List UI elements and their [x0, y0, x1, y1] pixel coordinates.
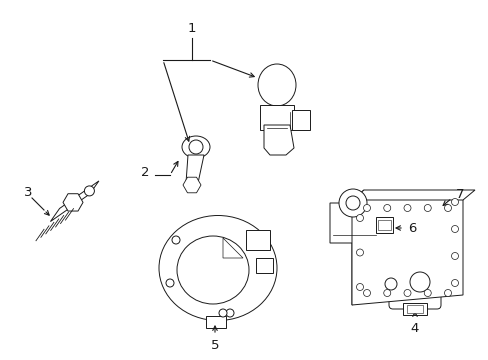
Circle shape: [363, 204, 370, 211]
Circle shape: [356, 249, 363, 256]
Circle shape: [403, 204, 410, 211]
Circle shape: [424, 289, 430, 297]
Circle shape: [225, 309, 234, 317]
Polygon shape: [402, 303, 426, 315]
Circle shape: [338, 189, 366, 217]
Polygon shape: [260, 105, 293, 130]
Polygon shape: [351, 190, 363, 305]
Polygon shape: [291, 110, 309, 130]
Circle shape: [356, 215, 363, 221]
Circle shape: [84, 186, 94, 196]
Text: 3: 3: [24, 186, 32, 199]
Polygon shape: [63, 194, 83, 211]
Circle shape: [403, 289, 410, 297]
Circle shape: [450, 198, 458, 206]
Text: 1: 1: [187, 22, 196, 35]
Ellipse shape: [258, 64, 295, 106]
Polygon shape: [375, 217, 392, 233]
Circle shape: [424, 204, 430, 211]
Polygon shape: [384, 275, 396, 293]
Polygon shape: [205, 316, 225, 328]
Polygon shape: [256, 258, 272, 273]
Polygon shape: [185, 155, 203, 183]
Polygon shape: [183, 177, 201, 193]
Ellipse shape: [182, 136, 209, 158]
Circle shape: [444, 204, 450, 211]
Polygon shape: [245, 230, 269, 250]
Circle shape: [172, 236, 180, 244]
Circle shape: [450, 279, 458, 287]
Polygon shape: [351, 190, 462, 305]
Circle shape: [450, 252, 458, 260]
Circle shape: [356, 284, 363, 291]
Polygon shape: [377, 220, 390, 230]
Text: 6: 6: [407, 221, 415, 234]
Polygon shape: [50, 181, 99, 221]
Circle shape: [409, 272, 429, 292]
Text: 5: 5: [210, 339, 219, 352]
Text: 4: 4: [410, 322, 418, 335]
Text: 2: 2: [141, 166, 149, 179]
Polygon shape: [264, 125, 293, 155]
Ellipse shape: [177, 236, 248, 304]
Polygon shape: [329, 203, 379, 243]
Circle shape: [384, 278, 396, 290]
Polygon shape: [406, 305, 422, 313]
Circle shape: [346, 196, 359, 210]
Circle shape: [165, 279, 174, 287]
Text: 7: 7: [455, 189, 464, 202]
Circle shape: [189, 140, 203, 154]
Circle shape: [219, 309, 226, 317]
Polygon shape: [351, 190, 474, 200]
Ellipse shape: [159, 216, 276, 320]
Circle shape: [363, 289, 370, 297]
Polygon shape: [223, 238, 243, 258]
Circle shape: [383, 204, 390, 211]
Circle shape: [383, 289, 390, 297]
FancyBboxPatch shape: [388, 263, 440, 309]
Circle shape: [450, 225, 458, 233]
Circle shape: [444, 289, 450, 297]
